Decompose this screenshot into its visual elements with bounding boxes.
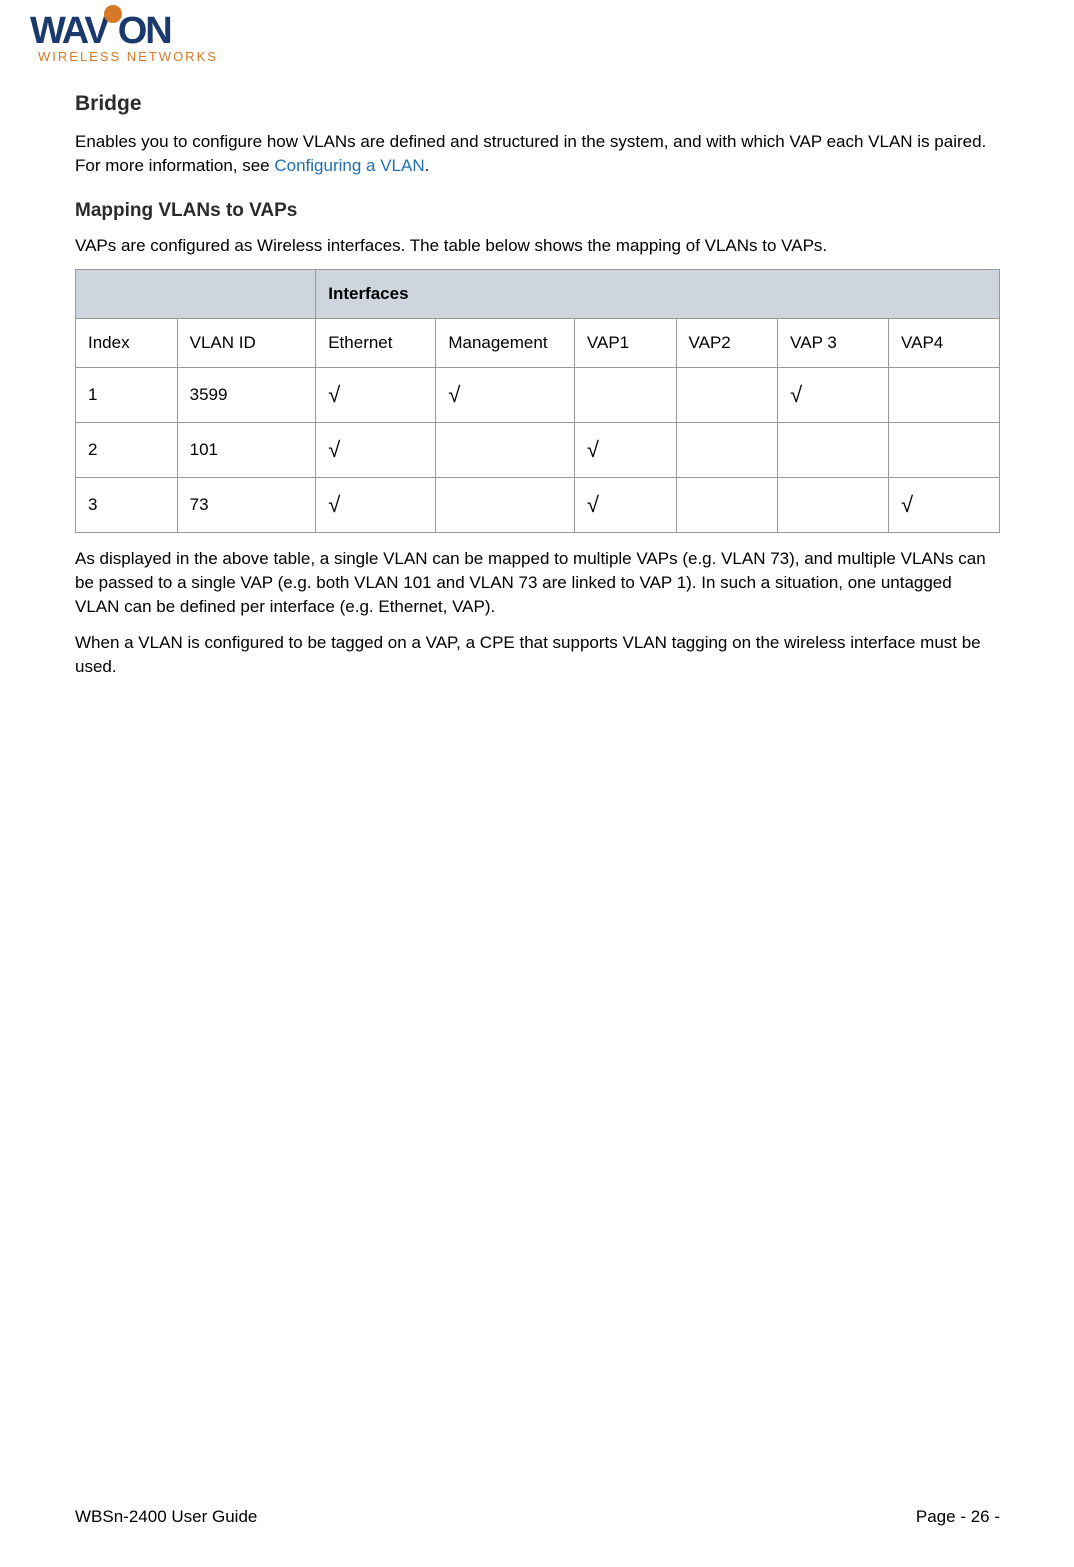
- link-configuring-vlan[interactable]: Configuring a VLAN: [274, 156, 424, 175]
- table-cell: √: [778, 368, 889, 423]
- table-columns-row: IndexVLAN IDEthernetManagementVAP1VAP2VA…: [76, 319, 1000, 368]
- table-row: 13599√√√: [76, 368, 1000, 423]
- table-cell: [676, 368, 778, 423]
- table-cell: [436, 423, 575, 478]
- table-column-header: Management: [436, 319, 575, 368]
- bridge-intro-text-2: .: [425, 156, 430, 175]
- logo-text-left: WAV: [30, 10, 108, 53]
- table-row: 373√√√: [76, 478, 1000, 533]
- page-content: Bridge Enables you to configure how VLAN…: [75, 92, 1000, 690]
- table-cell: [889, 368, 1000, 423]
- table-cell: √: [316, 368, 436, 423]
- table-cell: 101: [177, 423, 316, 478]
- table-cell: √: [889, 478, 1000, 533]
- table-cell: [676, 478, 778, 533]
- table-cell: √: [316, 423, 436, 478]
- table-cell: √: [574, 423, 676, 478]
- table-header-group-row: Interfaces: [76, 270, 1000, 319]
- table-cell: 3599: [177, 368, 316, 423]
- footer-right: Page - 26 -: [916, 1507, 1000, 1527]
- page-footer: WBSn-2400 User Guide Page - 26 -: [75, 1507, 1000, 1527]
- footer-left: WBSn-2400 User Guide: [75, 1507, 257, 1527]
- table-cell: [778, 478, 889, 533]
- table-cell: √: [316, 478, 436, 533]
- table-cell: [574, 368, 676, 423]
- paragraph-after-table-2: When a VLAN is configured to be tagged o…: [75, 631, 1000, 679]
- table-column-header: VAP2: [676, 319, 778, 368]
- table-cell: 73: [177, 478, 316, 533]
- table-cell: 3: [76, 478, 178, 533]
- table-cell: √: [574, 478, 676, 533]
- paragraph-mapping-intro: VAPs are configured as Wireless interfac…: [75, 234, 1000, 258]
- table-cell: [436, 478, 575, 533]
- table-column-header: Ethernet: [316, 319, 436, 368]
- table-column-header: Index: [76, 319, 178, 368]
- table-cell: [676, 423, 778, 478]
- table-column-header: VAP4: [889, 319, 1000, 368]
- paragraph-bridge-intro: Enables you to configure how VLANs are d…: [75, 130, 1000, 178]
- logo-text-right: ON: [118, 10, 171, 53]
- bridge-intro-text-1: Enables you to configure how VLANs are d…: [75, 132, 986, 175]
- heading-mapping: Mapping VLANs to VAPs: [75, 200, 1000, 222]
- table-cell: [889, 423, 1000, 478]
- table-cell: √: [436, 368, 575, 423]
- table-column-header: VAP 3: [778, 319, 889, 368]
- brand-logo: WAVON WIRELESS NETWORKS: [30, 10, 300, 80]
- heading-bridge: Bridge: [75, 92, 1000, 116]
- table-row: 2101√√: [76, 423, 1000, 478]
- table-column-header: VLAN ID: [177, 319, 316, 368]
- table-cell: 1: [76, 368, 178, 423]
- paragraph-after-table-1: As displayed in the above table, a singl…: [75, 547, 1000, 618]
- table-column-header: VAP1: [574, 319, 676, 368]
- vlan-mapping-table: Interfaces IndexVLAN IDEthernetManagemen…: [75, 269, 1000, 533]
- table-header-interfaces: Interfaces: [316, 270, 1000, 319]
- table-cell: 2: [76, 423, 178, 478]
- table-header-blank: [76, 270, 316, 319]
- table-cell: [778, 423, 889, 478]
